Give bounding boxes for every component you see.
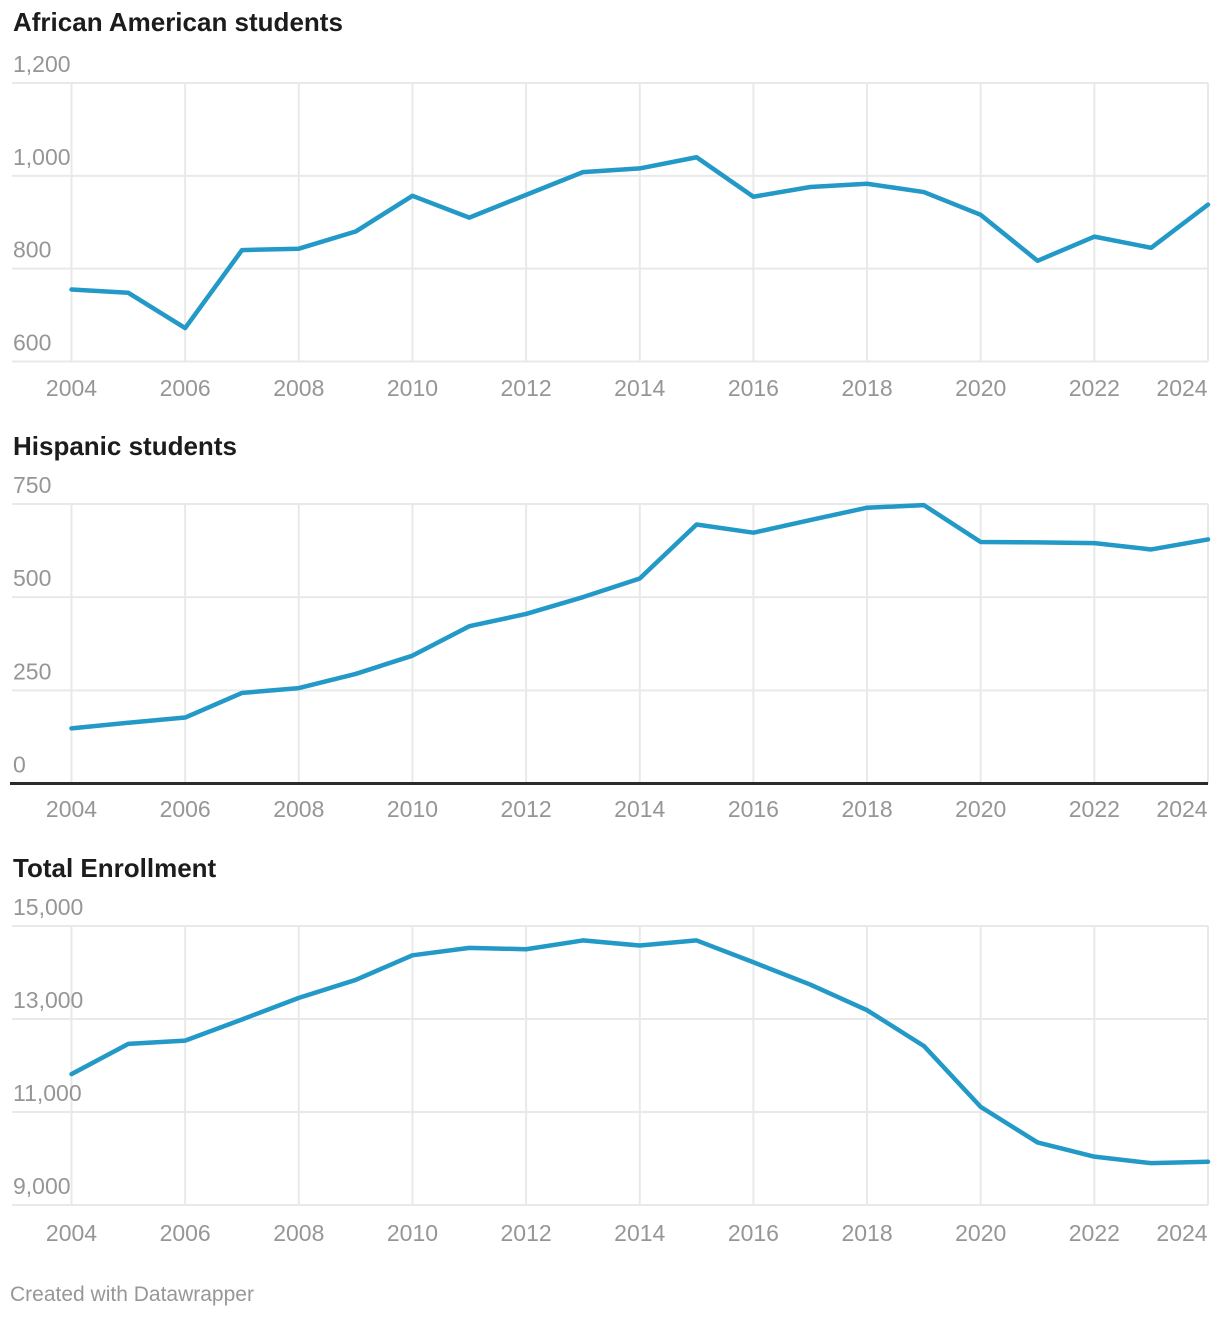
- x-axis-tick-label: 2020: [955, 1220, 1006, 1246]
- x-axis-tick-label: 2022: [1069, 796, 1120, 822]
- x-axis-tick-label: 2014: [614, 796, 665, 822]
- x-axis-tick-label: 2024: [1156, 1220, 1207, 1246]
- x-axis-tick-label: 2010: [387, 796, 438, 822]
- x-axis-tick-label: 2010: [387, 375, 438, 401]
- y-gridlines: 9,000 11,000 13,000 15,000: [12, 894, 1208, 1206]
- y-axis-tick-label: 800: [13, 237, 51, 263]
- chart-title-hispanic-students: Hispanic students: [13, 431, 237, 461]
- y-axis-tick-label: 1,200: [13, 51, 71, 77]
- x-axis-tick-label: 2022: [1069, 375, 1120, 401]
- y-gridlines: 0 250 500 750: [10, 472, 1208, 785]
- x-gridlines: [70, 504, 1209, 784]
- y-axis-tick-label: 15,000: [13, 894, 83, 920]
- x-axis-tick-label: 2018: [841, 375, 892, 401]
- x-axis-tick-label: 2014: [614, 375, 665, 401]
- x-axis-tick-label: 2024: [1156, 796, 1207, 822]
- series-line-3: [69, 938, 1211, 1166]
- y-axis-tick-label: 0: [13, 752, 26, 778]
- series-line-2: [69, 502, 1211, 731]
- x-axis-tick-label: 2006: [160, 796, 211, 822]
- x-axis-tick-label: 2016: [728, 1220, 779, 1246]
- x-axis-tick-label: 2024: [1156, 375, 1207, 401]
- x-axis-tick-label: 2008: [273, 1220, 324, 1246]
- y-axis-tick-label: 250: [13, 658, 51, 684]
- x-axis-tick-label: 2006: [160, 1220, 211, 1246]
- chart-title-african-american-students: African American students: [13, 7, 343, 37]
- x-axis-tick-label: 2006: [160, 375, 211, 401]
- x-axis-tick-label: 2018: [841, 796, 892, 822]
- x-axis-tick-label: 2020: [955, 796, 1006, 822]
- x-axis-tick-label: 2016: [728, 375, 779, 401]
- y-axis-tick-label: 1,000: [13, 144, 71, 170]
- y-axis-tick-label: 11,000: [13, 1080, 82, 1106]
- y-axis-tick-label: 600: [13, 330, 51, 356]
- x-axis-tick-label: 2016: [728, 796, 779, 822]
- datawrapper-attribution-link[interactable]: Created with Datawrapper: [10, 1283, 254, 1306]
- y-axis-tick-label: 750: [13, 472, 51, 498]
- x-axis-tick-label: 2012: [501, 796, 552, 822]
- x-axis-tick-label: 2020: [955, 375, 1006, 401]
- x-axis-tick-label: 2004: [46, 796, 97, 822]
- series-line-1: [69, 155, 1211, 331]
- x-gridlines: [70, 926, 1209, 1205]
- y-axis-tick-label: 500: [13, 565, 51, 591]
- x-axis-tick-label: 2008: [273, 375, 324, 401]
- x-axis-labels: 2004 2006 2008 2010 2012 2014 2016 2018 2020 2022…: [46, 1220, 1208, 1246]
- x-axis-tick-label: 2008: [273, 796, 324, 822]
- x-axis-tick-label: 2018: [841, 1220, 892, 1246]
- x-axis-tick-label: 2012: [501, 375, 552, 401]
- x-axis-labels: 2004 2006 2008 2010 2012 2014 2016 2018 2020 2022…: [46, 375, 1208, 401]
- x-axis-tick-label: 2004: [46, 1220, 97, 1246]
- x-axis-tick-label: 2012: [501, 1220, 552, 1246]
- x-axis-tick-label: 2022: [1069, 1220, 1120, 1246]
- y-gridlines: 600 800 1,000 1,200: [12, 51, 1208, 363]
- y-axis-tick-label: 13,000: [13, 987, 83, 1013]
- x-axis-labels: 2004 2006 2008 2010 2012 2014 2016 2018 2020 2022…: [46, 796, 1208, 822]
- chart-title-total-enrollment: Total Enrollment: [13, 853, 217, 883]
- x-axis-tick-label: 2010: [387, 1220, 438, 1246]
- y-axis-tick-label: 9,000: [13, 1173, 71, 1199]
- chart-1-plot-area: 600 800 1,000 1,200 2004 2006 2008 2010 2012 2014…: [12, 51, 1211, 401]
- x-axis-tick-label: 2014: [614, 1220, 665, 1246]
- x-axis-tick-label: 2004: [46, 375, 97, 401]
- x-gridlines: [70, 83, 1209, 362]
